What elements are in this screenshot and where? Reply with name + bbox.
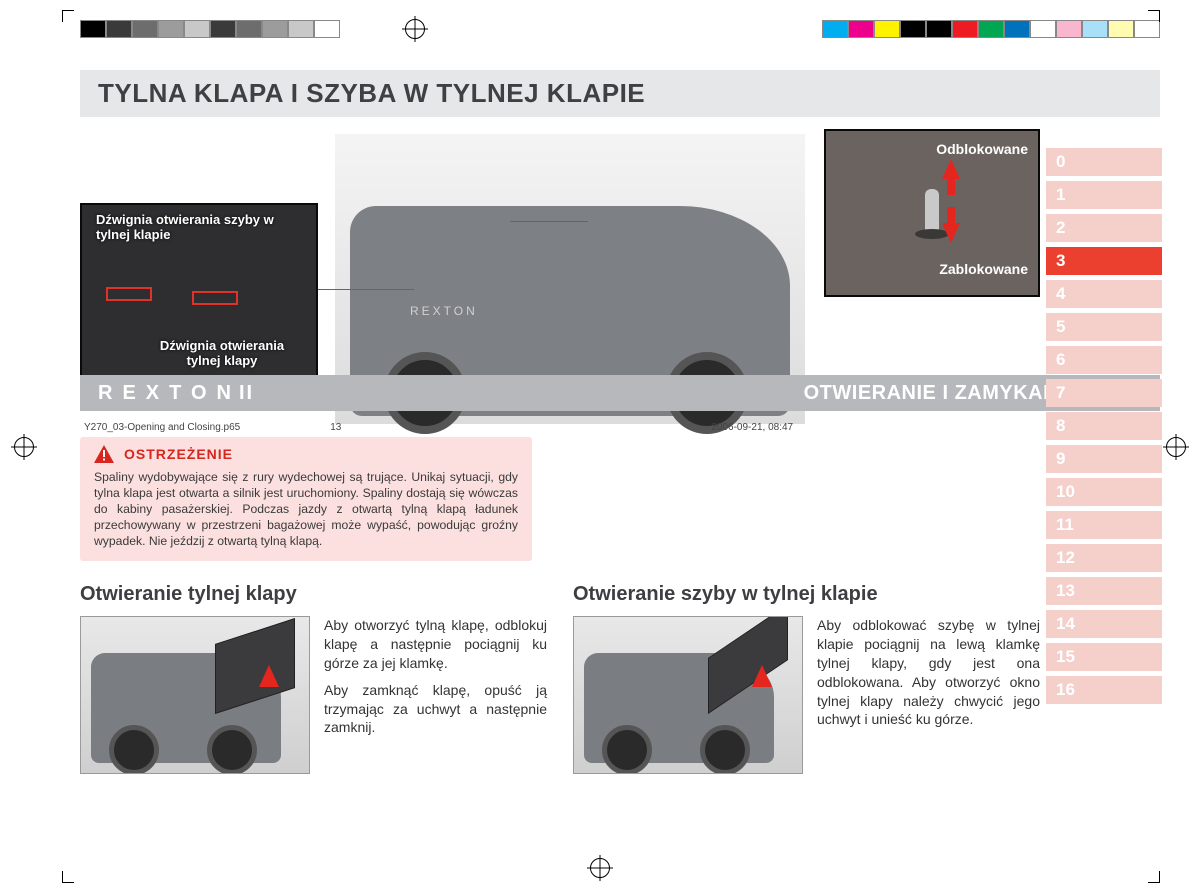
chapter-tabs: 012345678910111213141516 (1046, 148, 1162, 704)
color-swatch (288, 20, 314, 38)
color-swatch (80, 20, 106, 38)
chapter-tab-15[interactable]: 15 (1046, 643, 1162, 671)
car-badge: REXTON (410, 304, 478, 318)
chapter-tab-2[interactable]: 2 (1046, 214, 1162, 242)
color-swatch (236, 20, 262, 38)
color-swatch (210, 20, 236, 38)
section-text: Aby otworzyć tylną klapę, odblokuj klapę… (324, 616, 547, 774)
color-swatch (314, 20, 340, 38)
brand-logo: REXTON II (98, 382, 254, 405)
chapter-tab-0[interactable]: 0 (1046, 148, 1162, 176)
color-swatch (1134, 20, 1160, 38)
content-area: REXTON Dźwignia otwierania szyby w tylne… (80, 129, 1160, 429)
color-swatch (1004, 20, 1030, 38)
color-swatch (1056, 20, 1082, 38)
arrow-up-icon (259, 665, 279, 687)
chapter-tab-11[interactable]: 11 (1046, 511, 1162, 539)
warning-triangle-icon (94, 445, 114, 463)
chapter-tab-7[interactable]: 7 (1046, 379, 1162, 407)
chapter-tab-1[interactable]: 1 (1046, 181, 1162, 209)
registration-marks-top (0, 18, 1200, 40)
callout-line-icon (510, 221, 588, 222)
arrow-up-icon (752, 665, 772, 687)
hero-detail-right: Odblokowane Zablokowane (824, 129, 1040, 297)
warning-header: OSTRZEŻENIE (94, 445, 518, 463)
chapter-tab-13[interactable]: 13 (1046, 577, 1162, 605)
paragraph: Aby odblokować szybę w tylnej klapie poc… (817, 616, 1040, 729)
chapter-tab-3[interactable]: 3 (1046, 247, 1162, 275)
color-swatch (822, 20, 848, 38)
section-open-tailgate: Otwieranie tylnej klapy Aby otworzyć tyl… (80, 583, 547, 774)
chapter-tab-12[interactable]: 12 (1046, 544, 1162, 572)
colorbar-right (822, 20, 1160, 38)
color-swatch (1030, 20, 1056, 38)
color-swatch (262, 20, 288, 38)
lock-pin-icon (925, 189, 939, 233)
color-swatch (158, 20, 184, 38)
callout-label: Dźwignia otwierania tylnej klapy (142, 339, 302, 369)
callout-label: Odblokowane (936, 141, 1028, 157)
chapter-tab-9[interactable]: 9 (1046, 445, 1162, 473)
color-swatch (874, 20, 900, 38)
chapter-tab-10[interactable]: 10 (1046, 478, 1162, 506)
chapter-tab-8[interactable]: 8 (1046, 412, 1162, 440)
arrow-up-icon (942, 159, 960, 179)
chapter-tab-16[interactable]: 16 (1046, 676, 1162, 704)
color-swatch (132, 20, 158, 38)
title-bar: TYLNA KLAPA I SZYBA W TYLNEJ KLAPIE (80, 70, 1160, 117)
color-swatch (978, 20, 1004, 38)
color-swatch (1108, 20, 1134, 38)
print-meta: Y270_03-Opening and Closing.p65 13 2006-… (84, 422, 793, 433)
warning-box: OSTRZEŻENIE Spaliny wydobywające się z r… (80, 437, 532, 561)
meta-timestamp: 2006-09-21, 08:47 (711, 422, 793, 433)
warning-label: OSTRZEŻENIE (124, 446, 233, 462)
registration-marks-bottom (0, 857, 1200, 879)
highlight-box-icon (192, 291, 238, 305)
callout-label: Zablokowane (939, 261, 1028, 277)
page-title: TYLNA KLAPA I SZYBA W TYLNEJ KLAPIE (98, 78, 1142, 109)
footer-section-title: OTWIERANIE I ZAMYKANIE (804, 382, 1078, 405)
color-swatch (926, 20, 952, 38)
cropmark-icon (1148, 10, 1160, 22)
colorbar-left (80, 20, 340, 38)
highlight-box-icon (106, 287, 152, 301)
registration-target-icon (14, 437, 34, 457)
meta-sheet: 13 (330, 422, 341, 433)
section-open-rear-glass: Otwieranie szyby w tylnej klapie Aby odb… (573, 583, 1040, 774)
paragraph: Aby zamknąć klapę, opuść ją trzymając za… (324, 681, 547, 738)
chapter-tab-4[interactable]: 4 (1046, 280, 1162, 308)
color-swatch (106, 20, 132, 38)
meta-filename: Y270_03-Opening and Closing.p65 (84, 422, 240, 433)
registration-target-icon (590, 858, 610, 878)
registration-target-icon (1166, 437, 1186, 457)
brand-suffix: II (239, 382, 254, 405)
tailgate-open-icon (215, 618, 295, 714)
callout-line-icon (318, 289, 414, 290)
section-image (573, 616, 803, 774)
color-swatch (848, 20, 874, 38)
arrow-down-icon (942, 223, 960, 243)
color-swatch (1082, 20, 1108, 38)
section-text: Aby odblokować szybę w tylnej klapie poc… (817, 616, 1040, 774)
chapter-tab-5[interactable]: 5 (1046, 313, 1162, 341)
color-swatch (900, 20, 926, 38)
page: TYLNA KLAPA I SZYBA W TYLNEJ KLAPIE REXT… (80, 48, 1160, 853)
chapter-tab-14[interactable]: 14 (1046, 610, 1162, 638)
color-swatch (952, 20, 978, 38)
section-heading: Otwieranie szyby w tylnej klapie (573, 583, 1040, 606)
chapter-tab-6[interactable]: 6 (1046, 346, 1162, 374)
brand-name: REXTON (98, 382, 241, 405)
registration-target-icon (405, 19, 425, 39)
callout-label: Dźwignia otwierania szyby w tylnej klapi… (96, 213, 302, 243)
color-swatch (184, 20, 210, 38)
sections-row: Otwieranie tylnej klapy Aby otworzyć tyl… (80, 583, 1040, 774)
footer-bar: REXTON II OTWIERANIE I ZAMYKANIE 3-13 (80, 375, 1160, 411)
section-image (80, 616, 310, 774)
hero-detail-left: Dźwignia otwierania szyby w tylnej klapi… (80, 203, 318, 379)
warning-text: Spaliny wydobywające się z rury wydechow… (94, 469, 518, 549)
section-heading: Otwieranie tylnej klapy (80, 583, 547, 606)
paragraph: Aby otworzyć tylną klapę, odblokuj klapę… (324, 616, 547, 673)
cropmark-icon (62, 10, 74, 22)
